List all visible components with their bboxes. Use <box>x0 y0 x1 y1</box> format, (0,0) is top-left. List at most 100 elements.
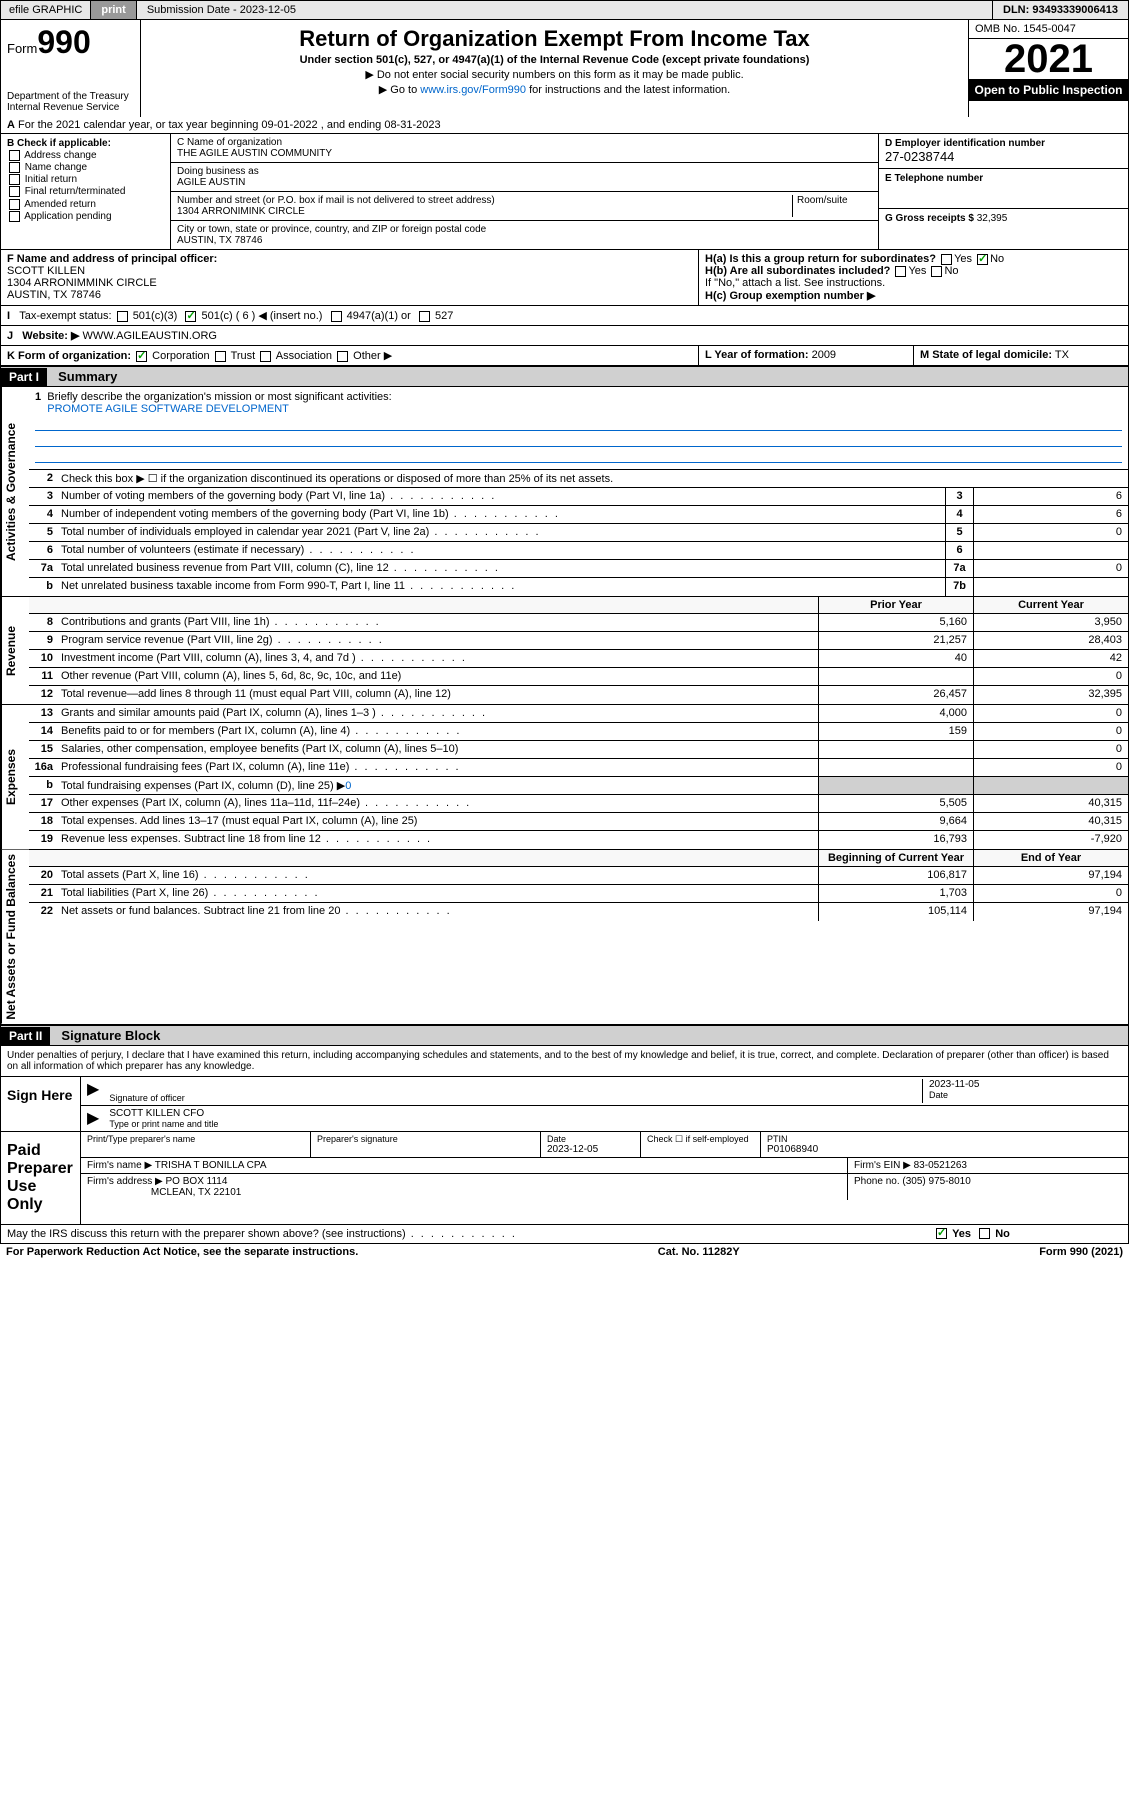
sign-here-label: Sign Here <box>1 1077 81 1131</box>
dln-label: DLN: 93493339006413 <box>993 1 1128 19</box>
l13-prior: 4,000 <box>818 705 973 722</box>
ha-yes-check[interactable] <box>941 254 952 265</box>
part1-header-row: Part I Summary <box>0 366 1129 387</box>
opt-501c: 501(c) ( 6 ) ◀ (insert no.) <box>202 310 323 322</box>
final-return-check[interactable]: Final return/terminated <box>7 186 164 197</box>
expenses-block: Expenses 13Grants and similar amounts pa… <box>0 705 1129 850</box>
l20-prior: 106,817 <box>818 867 973 884</box>
hb-yes: Yes <box>908 265 926 277</box>
ein-label: D Employer identification number <box>885 138 1045 149</box>
rev-header-row: Prior Year Current Year <box>29 597 1128 614</box>
501c-check[interactable] <box>185 311 196 322</box>
mission-text[interactable]: PROMOTE AGILE SOFTWARE DEVELOPMENT <box>47 403 289 415</box>
header-right: OMB No. 1545-0047 2021 Open to Public In… <box>968 20 1128 117</box>
prep-date-label: Date <box>547 1134 634 1144</box>
527-check[interactable] <box>419 311 430 322</box>
501c3-check[interactable] <box>117 311 128 322</box>
sig-officer-label: Signature of officer <box>109 1093 922 1103</box>
l15-text: Salaries, other compensation, employee b… <box>61 743 458 755</box>
form-990-number: 990 <box>37 24 90 60</box>
l19-curr: -7,920 <box>973 831 1128 849</box>
line7b-text: Net unrelated business taxable income fr… <box>61 580 405 592</box>
trust-check[interactable] <box>215 351 226 362</box>
part1-tag: Part I <box>1 368 47 386</box>
preparer-row1: Print/Type preparer's name Preparer's si… <box>81 1132 1128 1158</box>
other-check[interactable] <box>337 351 348 362</box>
section-b: B Check if applicable: Address change Na… <box>1 134 171 249</box>
l19-text: Revenue less expenses. Subtract line 18 … <box>61 833 321 845</box>
tax-year-box: 2021 <box>969 39 1128 79</box>
l12-text: Total revenue—add lines 8 through 11 (mu… <box>61 688 451 700</box>
hb-yes-check[interactable] <box>895 266 906 277</box>
l11-prior <box>818 668 973 685</box>
initial-return-check[interactable]: Initial return <box>7 174 164 185</box>
form-title: Return of Organization Exempt From Incom… <box>147 26 962 52</box>
ha-no-check[interactable] <box>977 254 988 265</box>
line7a-val: 0 <box>973 560 1128 577</box>
arrow-icon: ▶ <box>87 1079 99 1103</box>
top-bar: efile GRAPHIC print Submission Date - 20… <box>0 0 1129 20</box>
l16b-val[interactable]: 0 <box>345 780 351 792</box>
begin-year-header: Beginning of Current Year <box>818 850 973 866</box>
k-other: Other ▶ <box>353 350 392 362</box>
l8-prior: 5,160 <box>818 614 973 631</box>
section-k: K Form of organization: Corporation Trus… <box>1 346 698 365</box>
discuss-yes: Yes <box>952 1228 971 1240</box>
sig-date-value: 2023-11-05 <box>929 1079 1122 1090</box>
line4-val: 6 <box>973 506 1128 523</box>
gross-receipts-label: G Gross receipts $ <box>885 213 974 224</box>
4947-check[interactable] <box>331 311 342 322</box>
side-net-label: Net Assets or Fund Balances <box>1 850 29 1024</box>
l11-text: Other revenue (Part VIII, column (A), li… <box>61 670 401 682</box>
hb-note: If "No," attach a list. See instructions… <box>705 277 1122 289</box>
l20-text: Total assets (Part X, line 16) <box>61 869 199 881</box>
k-corp: Corporation <box>152 350 209 362</box>
corp-check[interactable] <box>136 351 147 362</box>
section-de: D Employer identification number 27-0238… <box>878 134 1128 249</box>
app-pending-check[interactable]: Application pending <box>7 211 164 222</box>
ein-value: 27-0238744 <box>885 149 1122 164</box>
opt-501c3: 501(c)(3) <box>133 310 178 322</box>
discuss-no-check[interactable] <box>979 1228 990 1239</box>
l8-text: Contributions and grants (Part VIII, lin… <box>61 616 270 628</box>
b-label: B Check if applicable: <box>7 138 111 149</box>
l15-prior <box>818 741 973 758</box>
end-year-header: End of Year <box>973 850 1128 866</box>
officer-city: AUSTIN, TX 78746 <box>7 289 101 301</box>
discuss-no: No <box>995 1228 1010 1240</box>
line2-row: 2 Check this box ▶ ☐ if the organization… <box>29 470 1128 488</box>
l16b-curr-shaded <box>973 777 1128 794</box>
opt-527: 527 <box>435 310 453 322</box>
discuss-yes-check[interactable] <box>936 1228 947 1239</box>
l17-curr: 40,315 <box>973 795 1128 812</box>
k-trust: Trust <box>231 350 256 362</box>
l22-curr: 97,194 <box>973 903 1128 921</box>
ha-label: H(a) Is this a group return for subordin… <box>705 253 936 265</box>
phone-label-prep: Phone no. <box>854 1176 900 1187</box>
amended-return-check[interactable]: Amended return <box>7 199 164 210</box>
addr-change-check[interactable]: Address change <box>7 150 164 161</box>
preparer-row3: Firm's address ▶ PO BOX 1114 MCLEAN, TX … <box>81 1174 1128 1200</box>
name-change-check[interactable]: Name change <box>7 162 164 173</box>
l15-curr: 0 <box>973 741 1128 758</box>
l10-text: Investment income (Part VIII, column (A)… <box>61 652 356 664</box>
hb-no-check[interactable] <box>931 266 942 277</box>
irs-link[interactable]: www.irs.gov/Form990 <box>420 84 526 96</box>
prep-date-val: 2023-12-05 <box>547 1144 634 1155</box>
assoc-check[interactable] <box>260 351 271 362</box>
header-sub3: ▶ Go to www.irs.gov/Form990 for instruct… <box>147 83 962 96</box>
print-button[interactable]: print <box>91 1 136 19</box>
side-exp-label: Expenses <box>1 705 29 849</box>
firm-ein-label: Firm's EIN ▶ <box>854 1160 911 1171</box>
line1-label: Briefly describe the organization's miss… <box>47 391 391 403</box>
j-label: Website: ▶ <box>22 330 79 342</box>
line2-text: Check this box ▶ ☐ if the organization d… <box>57 470 1128 487</box>
l12-curr: 32,395 <box>973 686 1128 704</box>
sub3-pre: ▶ Go to <box>379 84 420 96</box>
opt-4947: 4947(a)(1) or <box>347 310 411 322</box>
l16a-text: Professional fundraising fees (Part IX, … <box>61 761 349 773</box>
l9-text: Program service revenue (Part VIII, line… <box>61 634 273 646</box>
line3-row: 3Number of voting members of the governi… <box>29 488 1128 506</box>
dept-label: Department of the Treasury <box>7 91 134 102</box>
part2-tag: Part II <box>1 1027 50 1045</box>
